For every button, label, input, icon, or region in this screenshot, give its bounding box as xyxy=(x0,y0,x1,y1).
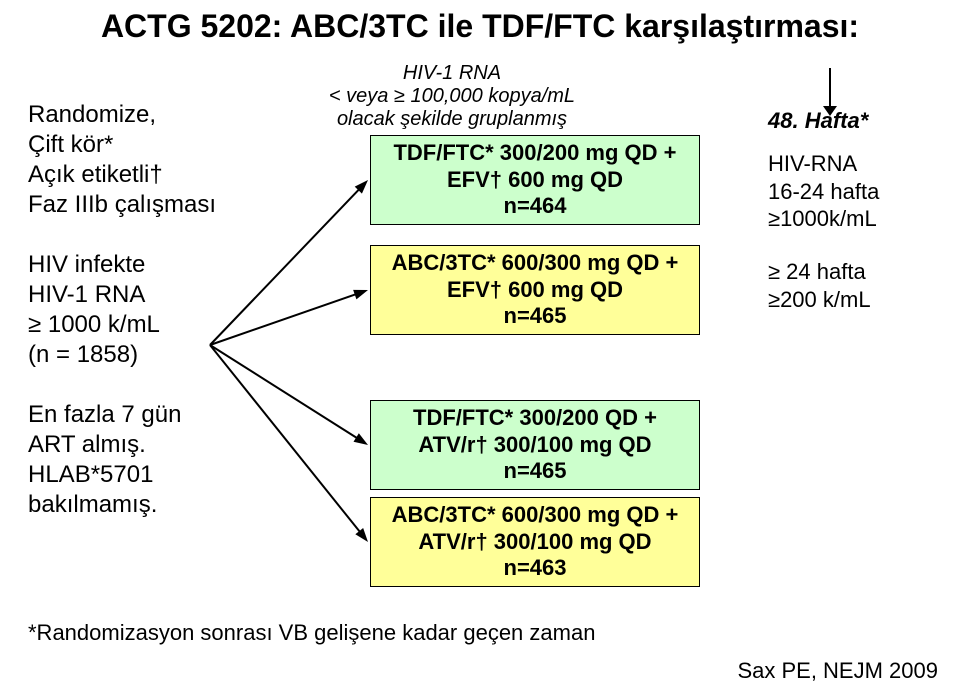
arrows-layer xyxy=(0,0,960,696)
